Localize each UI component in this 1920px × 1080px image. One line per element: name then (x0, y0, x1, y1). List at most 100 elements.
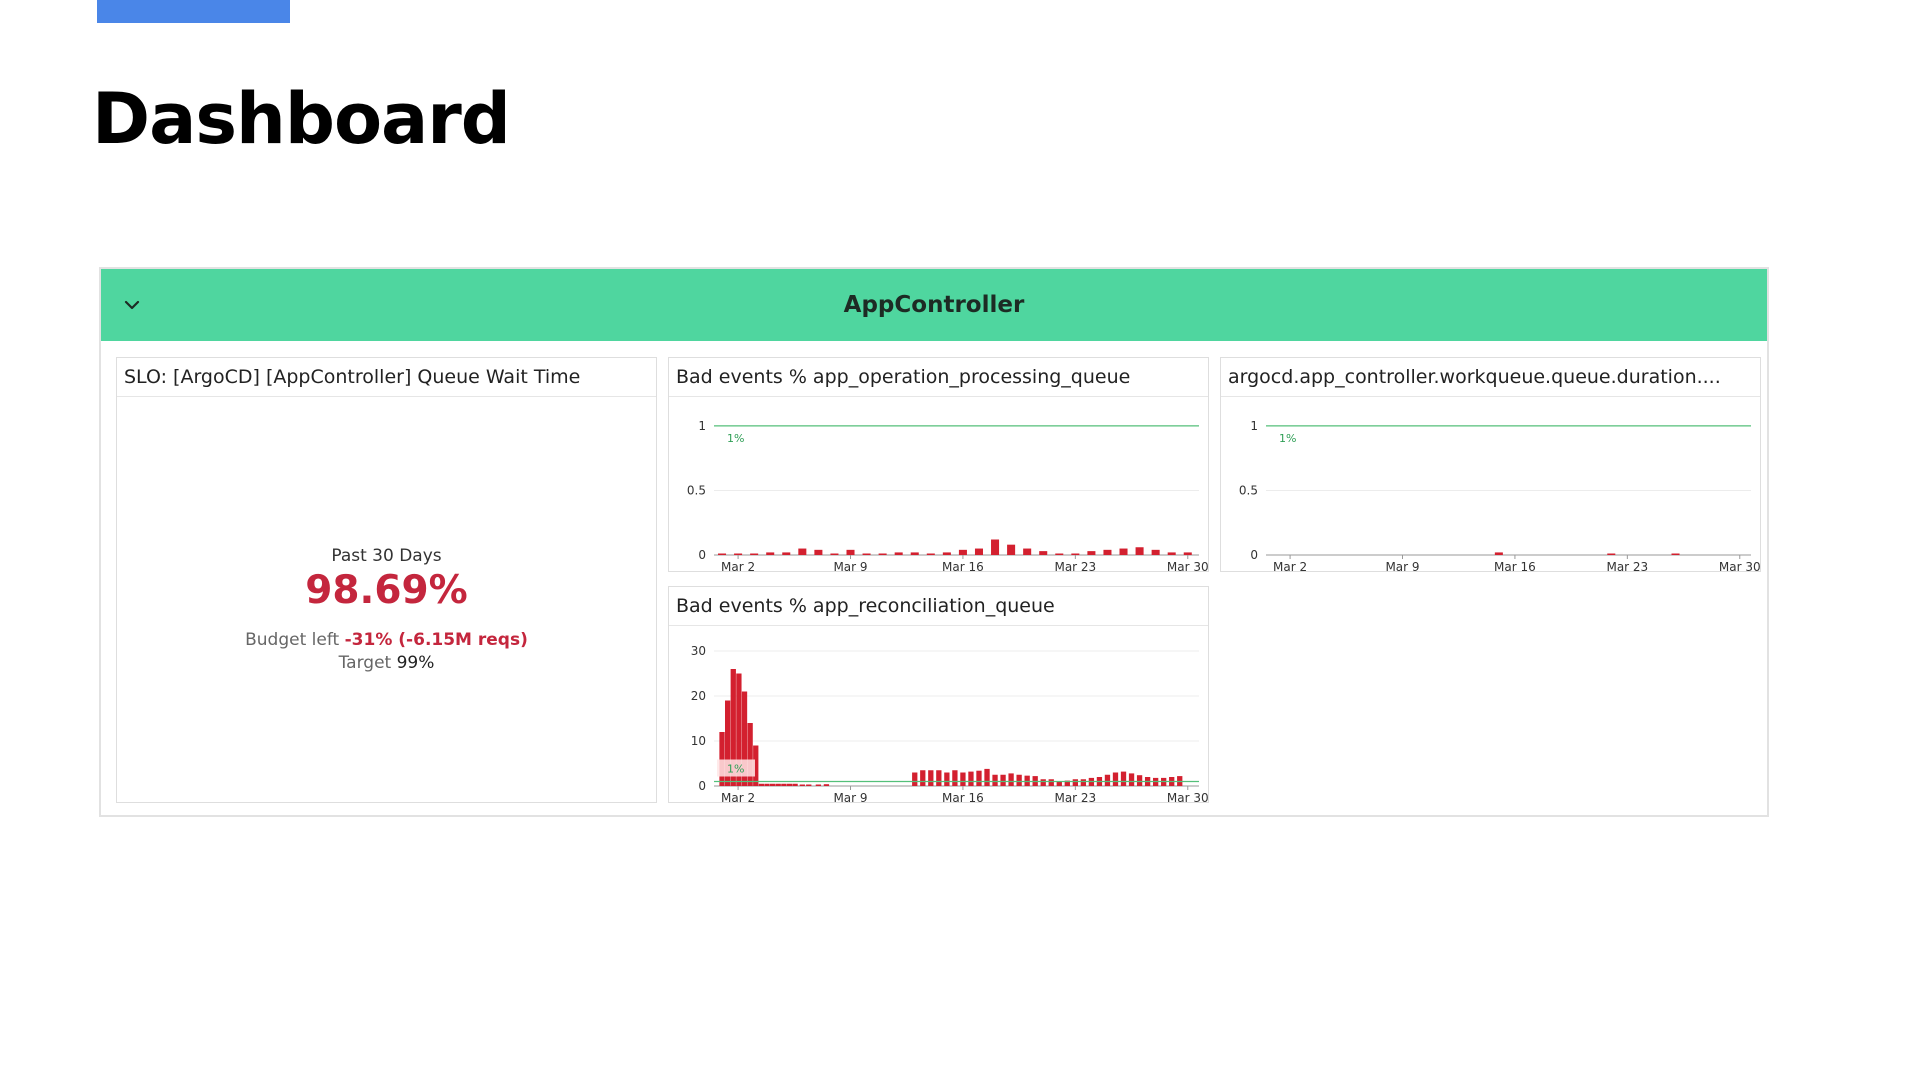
accent-bar (97, 0, 290, 23)
bar (862, 553, 871, 555)
bar (766, 552, 775, 555)
bar (936, 770, 942, 786)
bar (1007, 544, 1016, 555)
budget-value: -31% (-6.15M reqs) (344, 630, 528, 650)
bar (958, 549, 967, 555)
bar (747, 723, 753, 786)
bar (1494, 552, 1503, 555)
bar (823, 784, 830, 786)
bar (1072, 779, 1078, 786)
bar (730, 669, 736, 786)
x-tick-label: Mar 2 (1273, 560, 1307, 573)
bar (944, 772, 950, 786)
target-label: Target (338, 653, 392, 673)
bar (1104, 774, 1111, 786)
bar (1023, 548, 1032, 555)
bar (1024, 775, 1030, 786)
bar (769, 783, 776, 786)
bar (782, 552, 791, 555)
bar (1136, 775, 1143, 786)
y-tick-label: 0 (698, 548, 706, 562)
bar (725, 700, 731, 786)
slo-body: Past 30 Days 98.69% Budget left -31% (-6… (117, 396, 656, 802)
x-tick-label: Mar 23 (1606, 560, 1648, 573)
bar (1151, 549, 1160, 555)
bar (741, 691, 748, 786)
bar (1087, 551, 1096, 555)
chart-widget-reconciliation-queue[interactable]: Bad events % app_reconciliation_queue 0 1… (668, 586, 1209, 805)
x-tick-label: Mar 16 (942, 791, 984, 804)
bar (1167, 552, 1176, 555)
bar (878, 553, 887, 555)
bar (1128, 773, 1135, 786)
slo-value: 98.69% (305, 568, 468, 613)
bar (736, 673, 742, 786)
bar (894, 552, 903, 555)
bar (792, 783, 798, 786)
chart-widget-workqueue-duration[interactable]: argocd.app_controller.workqueue.queue.du… (1220, 357, 1761, 574)
bar (968, 771, 974, 786)
y-tick-label: 10 (691, 734, 706, 748)
bar (926, 553, 935, 555)
x-tick-label: Mar 9 (1385, 560, 1419, 573)
chart-reconciliation-queue: 0 10 20 30 1% Mar 2 Mar 9 Mar 16 Mar 23 Mar 30 (691, 644, 1209, 805)
y-tick-label: 0.5 (687, 483, 706, 497)
x-tick-label: Mar 2 (721, 791, 755, 804)
bar (758, 783, 765, 786)
threshold-label: 1% (727, 432, 744, 445)
x-tick-label: Mar 30 (1167, 560, 1208, 573)
bar (734, 553, 743, 555)
bar (764, 783, 770, 786)
threshold-label: 1% (727, 763, 744, 776)
threshold-label: 1% (1279, 432, 1296, 445)
bar (830, 553, 839, 555)
slo-target: Target 99% (117, 653, 656, 673)
bar (1055, 553, 1064, 555)
group-title: AppController (843, 292, 1025, 318)
bar (1080, 779, 1087, 786)
bar (718, 553, 727, 555)
y-tick-label: 1 (698, 419, 706, 433)
bar (1016, 774, 1022, 786)
widget-title: Bad events % app_operation_processing_qu… (669, 358, 1208, 397)
bar (1183, 552, 1192, 555)
x-tick-label: Mar 30 (1719, 560, 1760, 573)
y-tick-label: 1 (1250, 419, 1258, 433)
bar (786, 783, 793, 786)
group-header[interactable]: AppController (101, 269, 1767, 341)
bar (1671, 553, 1680, 555)
bar (753, 745, 759, 786)
bar (750, 553, 759, 555)
collapse-button[interactable] (115, 288, 149, 322)
slo-widget[interactable]: SLO: [ArgoCD] [AppController] Queue Wait… (116, 357, 657, 803)
chart-workqueue-duration: 0 0.5 1 1% Mar 2 Mar 9 Mar 16 Mar 23 Mar 30 (1239, 419, 1761, 574)
chart-operation-queue: 0 0.5 1 1% Mar 2 Mar 9 Mar 16 Mar 23 Mar 30 (687, 419, 1209, 574)
chart-widget-operation-queue[interactable]: Bad events % app_operation_processing_qu… (668, 357, 1209, 574)
bar (991, 539, 1000, 555)
x-tick-label: Mar 30 (1167, 791, 1208, 804)
bar (846, 549, 855, 555)
bar (1064, 780, 1070, 786)
bar (1008, 773, 1014, 786)
y-tick-label: 0 (1250, 548, 1258, 562)
x-tick-label: Mar 16 (1494, 560, 1536, 573)
x-tick-label: Mar 9 (833, 791, 867, 804)
widget-title: Bad events % app_reconciliation_queue (669, 587, 1208, 626)
bar (984, 768, 990, 786)
bar (799, 784, 805, 786)
target-value: 99% (396, 653, 435, 673)
bar (815, 784, 822, 786)
y-tick-label: 0 (698, 779, 706, 793)
bar (798, 548, 807, 555)
bar (942, 552, 951, 555)
bar (1056, 781, 1062, 786)
bar (928, 770, 934, 786)
bar (1112, 772, 1119, 786)
slo-budget: Budget left -31% (-6.15M reqs) (117, 630, 656, 650)
bar (1119, 548, 1128, 555)
y-tick-label: 20 (691, 689, 706, 703)
page-title: Dashboard (92, 78, 511, 160)
bar (960, 772, 966, 786)
bar (976, 770, 982, 786)
bar (1048, 779, 1054, 786)
